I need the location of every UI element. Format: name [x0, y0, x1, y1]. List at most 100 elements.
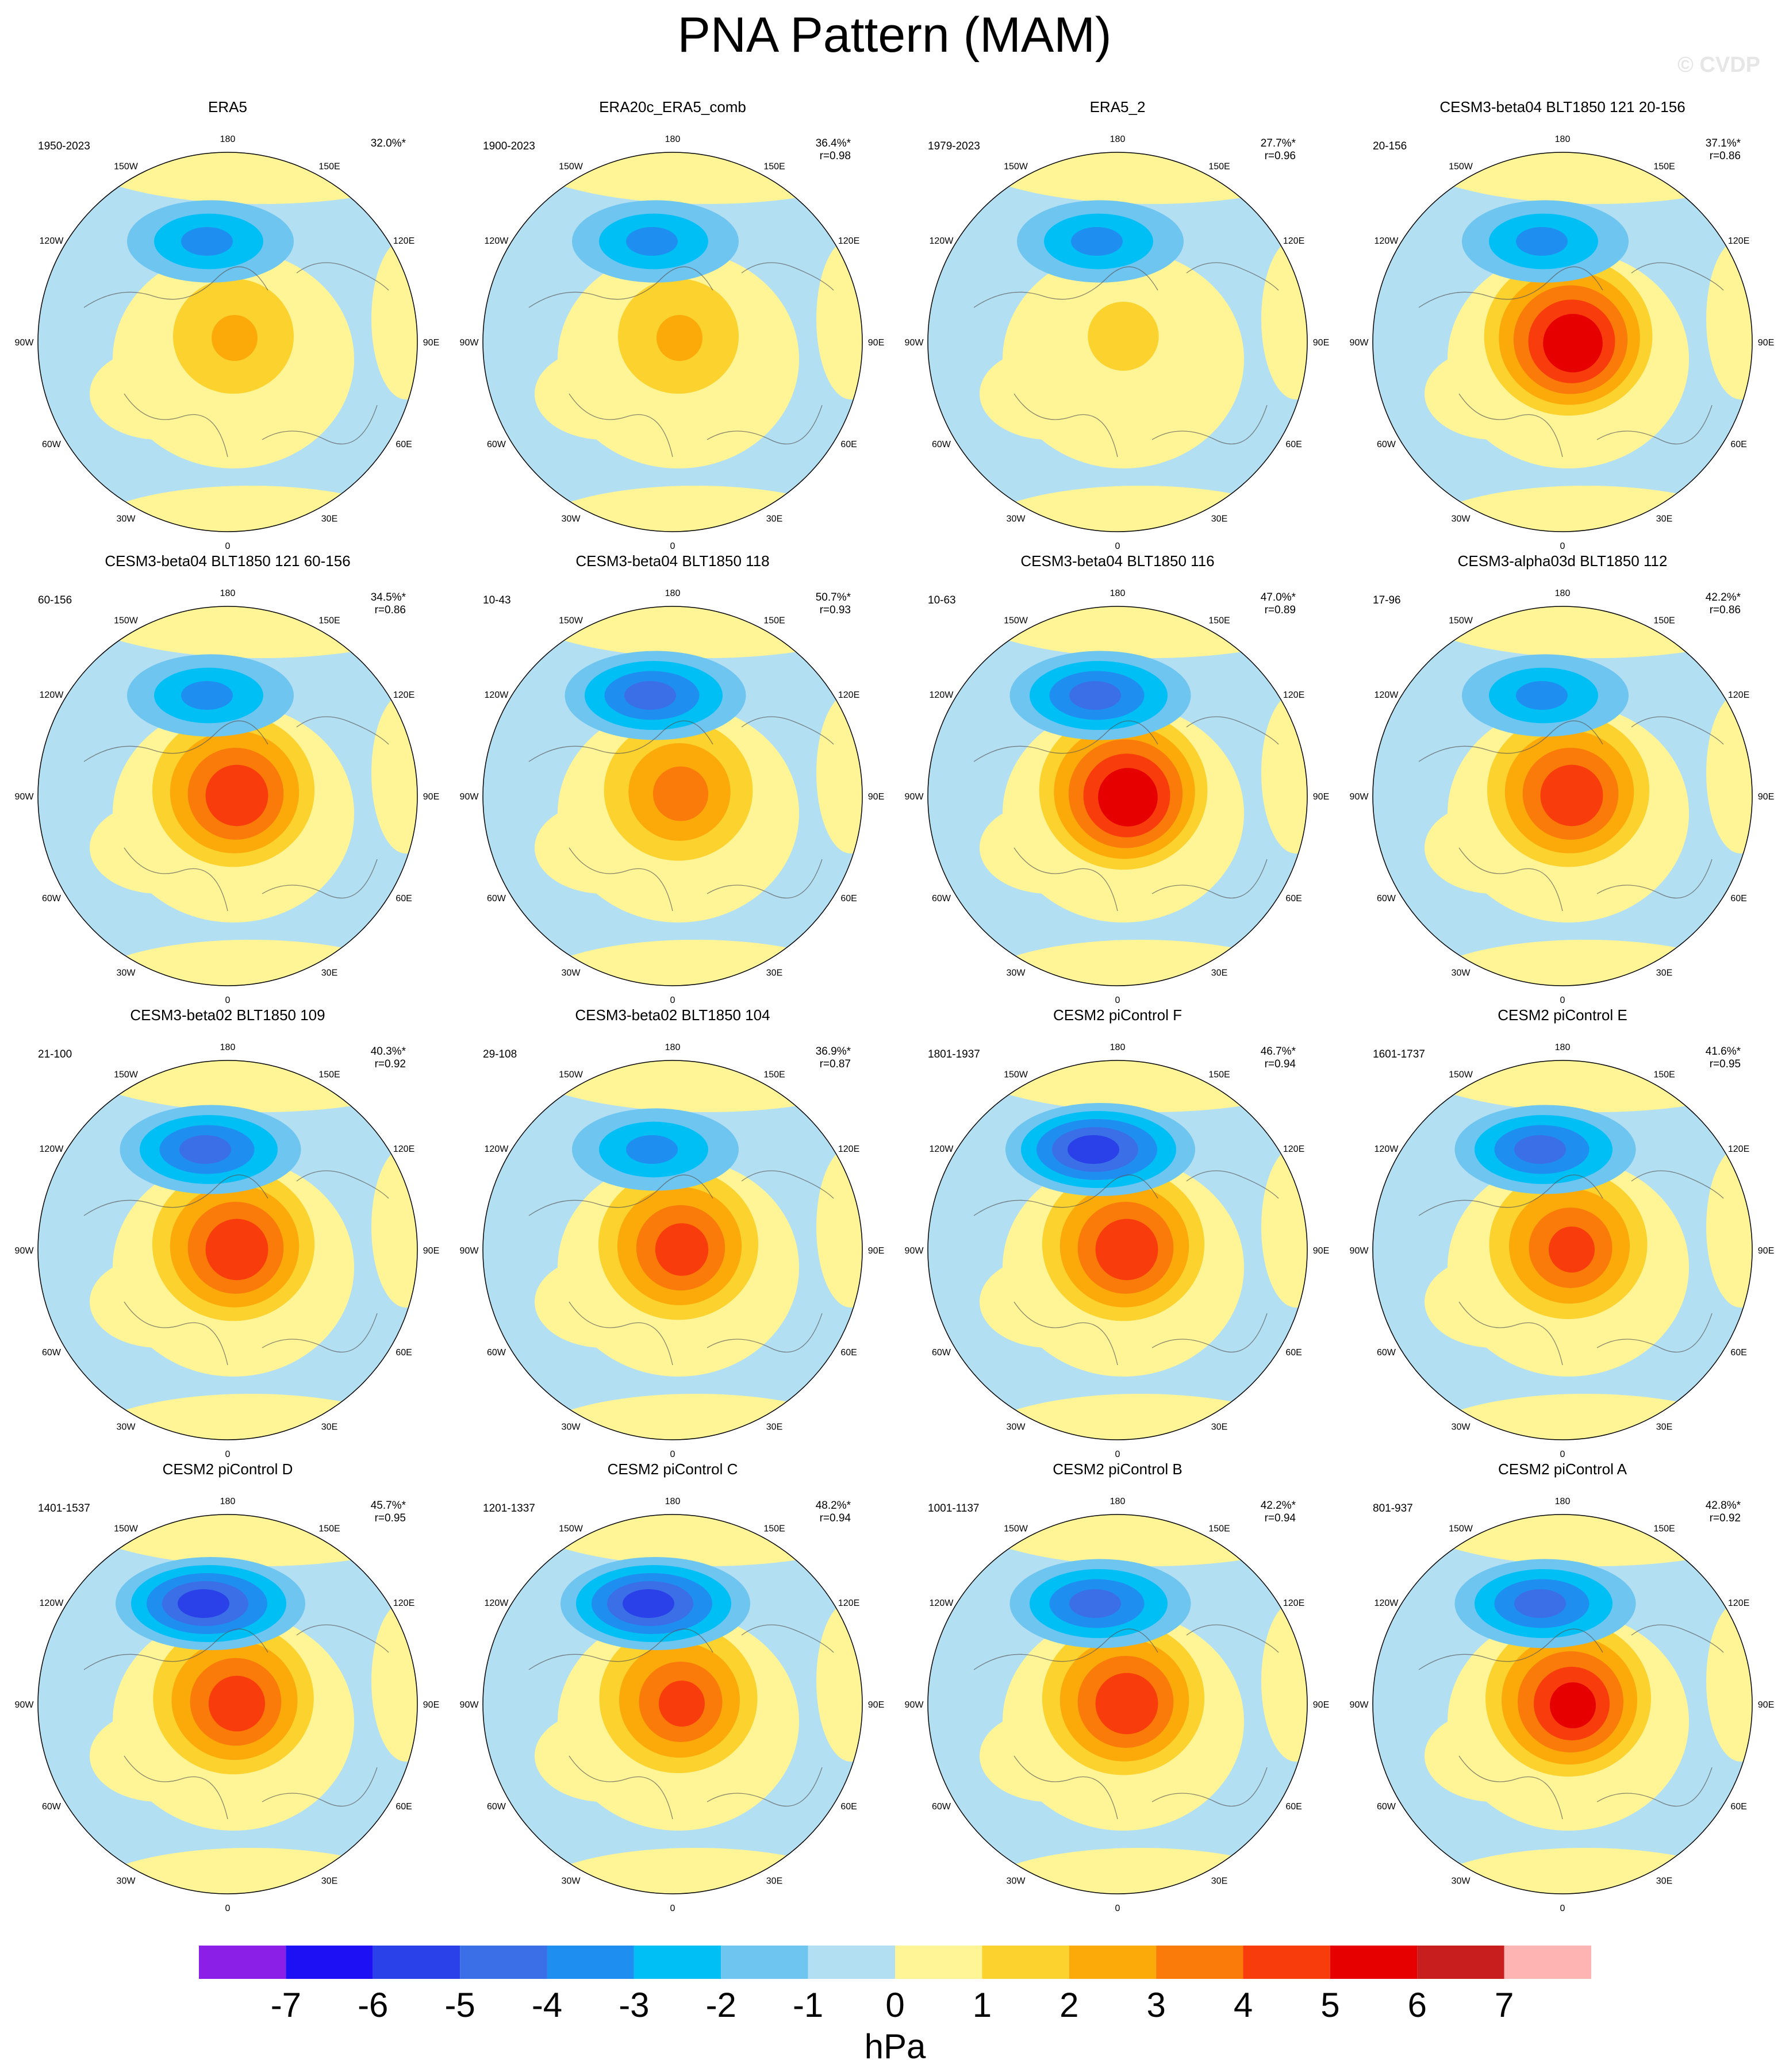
panel-period: 60-156 — [38, 594, 72, 606]
lon-label: 120E — [1283, 236, 1304, 246]
map-panel: CESM3-beta04 BLT1850 118 10-43 50.7%*r=0.9… — [460, 552, 885, 1005]
lon-label: 60W — [1377, 1348, 1396, 1358]
lon-label: 150W — [1449, 162, 1473, 171]
colorbar-swatch — [1243, 1946, 1330, 1979]
lon-label: 90W — [460, 792, 479, 802]
lon-label: 90E — [1313, 792, 1329, 802]
lon-label: 150W — [114, 616, 139, 625]
panel-title: CESM3-beta04 BLT1850 118 — [575, 552, 769, 570]
lon-label: 30E — [1211, 514, 1227, 524]
positive-anomaly-contour — [1706, 693, 1752, 854]
positive-anomaly-contour — [945, 1514, 1307, 1566]
lon-label: 30W — [117, 1877, 136, 1886]
lon-label: 120E — [1283, 690, 1304, 700]
lon-label: 150W — [1004, 162, 1028, 171]
lon-label: 150W — [1004, 1070, 1028, 1079]
panel-period: 29-108 — [483, 1048, 517, 1060]
positive-anomaly-contour — [55, 606, 417, 658]
negative-anomaly-contour — [623, 1589, 674, 1618]
lon-label: 150E — [1653, 162, 1675, 171]
negative-anomaly-contour — [1069, 681, 1121, 710]
positive-anomaly-contour — [945, 152, 1307, 204]
lon-label: 90W — [15, 1246, 34, 1256]
panel-period: 1979-2023 — [928, 140, 980, 152]
lon-label: 90W — [905, 338, 924, 348]
lon-label: 150W — [114, 162, 139, 171]
panel-title: CESM3-beta02 BLT1850 104 — [575, 1006, 770, 1024]
positive-anomaly-contour — [78, 1848, 417, 1894]
lon-label: 120W — [1375, 690, 1399, 700]
lon-label: 150E — [318, 1524, 340, 1533]
positive-anomaly-contour — [523, 486, 862, 532]
page-title: PNA Pattern (MAM) — [677, 7, 1112, 63]
lon-label: 90E — [868, 1700, 884, 1710]
coastline — [528, 1624, 834, 1820]
lon-label: 120E — [393, 236, 414, 246]
positive-anomaly-contour — [78, 1394, 417, 1440]
lon-label: 60W — [1377, 1802, 1396, 1812]
lon-label: 90E — [423, 1700, 439, 1710]
panel-title: CESM3-beta04 BLT1850 121 20-156 — [1439, 98, 1685, 116]
lon-label: 60W — [932, 894, 951, 904]
lon-label: 150E — [763, 1070, 785, 1079]
lon-label: 30W — [1452, 514, 1471, 524]
negative-anomaly-contour — [1068, 1135, 1119, 1164]
lon-label: 150W — [1449, 1070, 1473, 1079]
colorbar-tick-label: -1 — [793, 1986, 823, 2024]
lon-label: 120E — [1283, 1144, 1304, 1154]
coastline — [83, 716, 389, 912]
lon-label: 0 — [1560, 1450, 1565, 1459]
positive-anomaly-contour — [500, 606, 862, 658]
positive-anomaly-contour — [659, 1681, 705, 1727]
lon-label: 90W — [15, 338, 34, 348]
lon-label: 90E — [868, 338, 884, 348]
colorbar-tick-label: 2 — [1059, 1986, 1078, 2024]
positive-anomaly-contour — [205, 1218, 268, 1281]
panel-correlation: r=0.94 — [820, 1512, 851, 1524]
lon-label: 180 — [220, 1497, 236, 1506]
panel-period: 10-63 — [928, 594, 956, 606]
colorbar-unit: hPa — [865, 2027, 926, 2066]
panel-variance-pct: 41.6%* — [1706, 1045, 1741, 1058]
lon-label: 150E — [1653, 616, 1675, 625]
lon-label: 150E — [763, 162, 785, 171]
positive-anomaly-contour — [1550, 1682, 1596, 1728]
lon-label: 30W — [1452, 1877, 1471, 1886]
lon-label: 120E — [1728, 690, 1749, 700]
lon-label: 30W — [562, 1423, 581, 1432]
pattern-field — [928, 1514, 1307, 1894]
panel-variance-pct: 50.7%* — [816, 591, 851, 603]
panel-variance-pct: 37.1%* — [1706, 137, 1741, 149]
positive-anomaly-contour — [655, 1223, 709, 1276]
positive-anomaly-contour — [205, 764, 268, 827]
lon-label: 180 — [1110, 589, 1126, 598]
colorbar-swatch — [982, 1946, 1069, 1979]
negative-anomaly-contour — [1516, 681, 1568, 710]
positive-anomaly-contour — [500, 152, 862, 204]
positive-anomaly-contour — [1706, 239, 1752, 399]
lon-label: 60E — [840, 440, 857, 449]
lon-label: 150W — [1449, 616, 1473, 625]
lon-label: 120W — [485, 1144, 509, 1154]
positive-anomaly-contour — [1261, 1601, 1307, 1762]
lon-label: 0 — [670, 995, 675, 1005]
lon-label: 60W — [932, 440, 951, 449]
lon-label: 150W — [559, 1070, 583, 1079]
lon-label: 90W — [905, 792, 924, 802]
lon-label: 30W — [1007, 514, 1026, 524]
panel-period: 1801-1937 — [928, 1048, 980, 1060]
negative-anomaly-contour — [626, 1135, 678, 1164]
colorbar-swatch — [547, 1946, 634, 1979]
lon-label: 30E — [1656, 968, 1672, 978]
lon-label: 120E — [393, 1144, 414, 1154]
negative-anomaly-contour — [1069, 1589, 1121, 1618]
lon-label: 180 — [220, 589, 236, 598]
lon-label: 60W — [42, 440, 62, 449]
panel-title: CESM2 piControl D — [163, 1460, 293, 1478]
lon-label: 180 — [1110, 1497, 1126, 1506]
panel-period: 20-156 — [1373, 140, 1407, 152]
coastline — [83, 262, 389, 458]
lon-label: 0 — [1115, 1904, 1120, 1913]
panel-title: CESM2 piControl E — [1498, 1006, 1627, 1024]
